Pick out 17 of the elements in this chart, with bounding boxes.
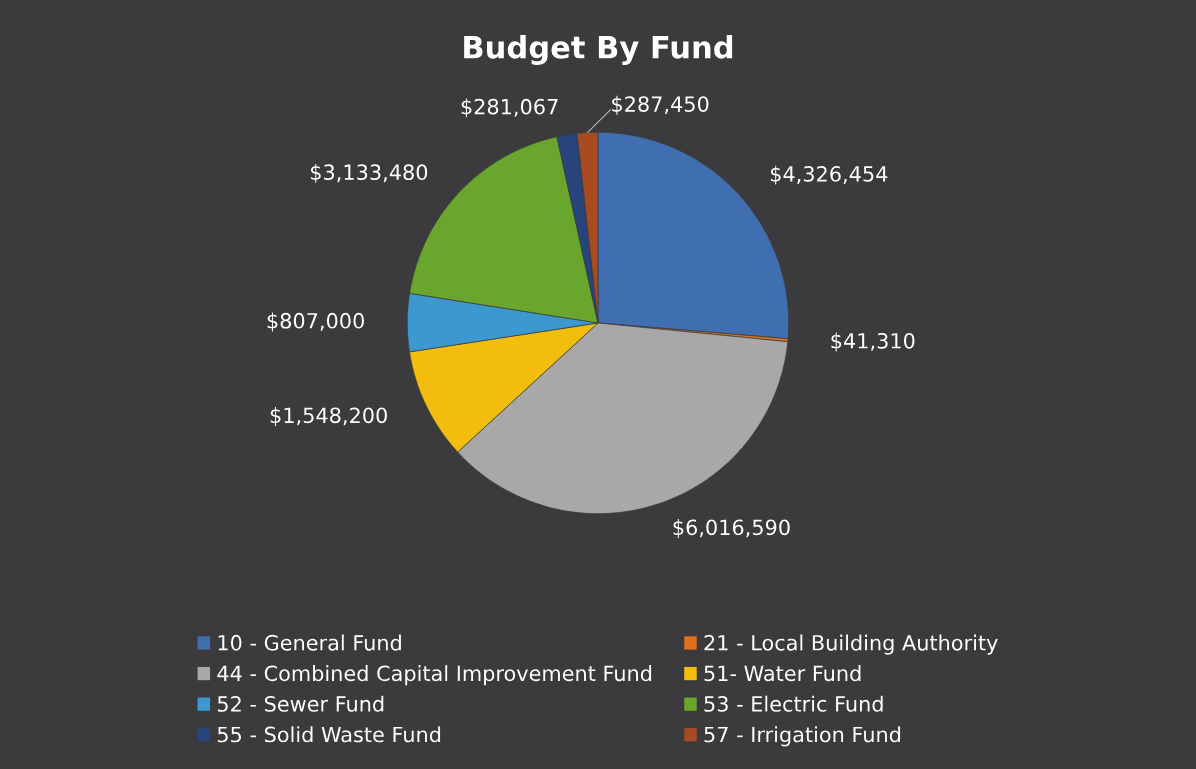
data-label: $6,016,590 (673, 519, 790, 538)
data-label: $287,450 (612, 95, 709, 115)
legend-label: 10 - General Fund (218, 634, 401, 651)
data-label: $281,067 (461, 98, 558, 118)
data-label: $807,000 (267, 312, 364, 332)
data-label: $1,548,200 (270, 407, 387, 426)
legend-label: 21 - Local Building Authority (704, 634, 998, 655)
legend-label: 52 - Sewer Fund (217, 695, 384, 712)
data-label: $4,326,454 (770, 165, 888, 185)
legend-label: 51- Water Fund (704, 665, 861, 682)
data-label: $3,133,480 (310, 163, 428, 183)
legend-label: 44 - Combined Capital Improvement Fund (217, 665, 652, 686)
legend-label: 53 - Electric Fund (704, 695, 883, 712)
data-label: $41,310 (831, 332, 915, 352)
legend-label: 57 - Irrigation Fund (704, 726, 901, 747)
legend-label: 55 - Solid Waste Fund (217, 726, 441, 743)
chart-title: Budget By Fund (464, 35, 733, 65)
